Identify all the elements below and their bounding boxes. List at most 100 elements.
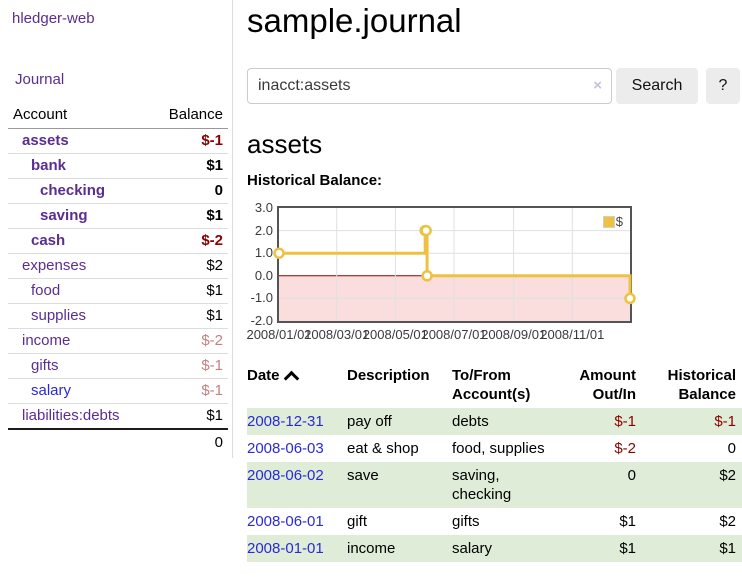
account-name-cell: income	[8, 328, 150, 354]
account-name-cell: liabilities:debts	[8, 403, 150, 429]
register-balance-cell: $2	[719, 467, 736, 484]
accounts-total-row: 0	[8, 428, 228, 455]
register-header-row: Date Description To/From Account(s) Amou…	[247, 364, 742, 408]
register-amount-cell: $1	[619, 540, 636, 557]
account-balance: $1	[149, 278, 228, 304]
account-row: food $1	[8, 278, 228, 304]
register-description-cell: gift	[347, 513, 368, 530]
register-date-cell: 2008-01-01	[247, 535, 347, 562]
register-date-cell: 2008-06-01	[247, 508, 347, 535]
account-row: cash $-2	[8, 228, 228, 254]
account-link-saving[interactable]: saving	[40, 207, 88, 224]
account-balance: $1	[149, 203, 228, 229]
register-row: 2008-06-03 eat & shop food, supplies $-2 0	[247, 435, 742, 462]
account-name-cell: expenses	[8, 253, 150, 279]
register-balance-cell: $2	[719, 513, 736, 530]
account-link-assets[interactable]: assets	[22, 132, 69, 149]
account-name-cell: saving	[8, 203, 150, 229]
register-amount-cell: $1	[619, 513, 636, 530]
sidebar-item-journal[interactable]: Journal	[15, 71, 65, 88]
register-header-description: Description	[347, 367, 430, 384]
account-link-income[interactable]: income	[22, 332, 71, 349]
account-balance: $-2	[149, 228, 228, 254]
register-date-link[interactable]: 2008-06-03	[247, 440, 324, 457]
register-accounts-cell: food, supplies	[452, 440, 545, 457]
balance-chart: $ 3.0 2.0 1.0 0.0 -1.0 -2.0 2008/01/01 2008/03…	[246, 200, 742, 348]
search-button[interactable]: Search	[616, 68, 698, 104]
account-link-cash[interactable]: cash	[31, 232, 66, 249]
x-tick-label: 2008/05/01	[362, 327, 428, 342]
register-date-link[interactable]: 2008-01-01	[247, 540, 324, 557]
account-balance: $-1	[201, 132, 223, 149]
accounts-tbody: assets $-1 bank $1 checking 0 saving $1 cash $-2 e…	[8, 129, 228, 429]
account-row: supplies $1	[8, 303, 228, 329]
x-tick-label: 2008/03/01	[304, 327, 370, 342]
register-header-date[interactable]: Date	[247, 364, 347, 408]
account-balance: $1	[149, 303, 228, 329]
accounts-table: Account Balance assets $-1 bank $1 checking 0…	[8, 103, 228, 455]
x-tick-label: 2008/09/01	[481, 327, 547, 342]
accounts-total-spacer	[8, 428, 150, 455]
account-name-cell: cash	[8, 228, 150, 254]
x-tick-label: 2008/07/01	[421, 327, 487, 342]
search-input[interactable]	[247, 68, 612, 104]
account-link-salary[interactable]: salary	[31, 382, 72, 399]
register-date-link[interactable]: 2008-06-02	[247, 467, 324, 484]
register-header-amount: Amount Out/In	[579, 367, 636, 403]
register-date-link[interactable]: 2008-06-01	[247, 513, 324, 530]
account-heading: assets	[247, 129, 323, 159]
y-tick-label: 2.0	[254, 222, 273, 238]
sidebar: hledger-web Journal Account Balance asse…	[0, 0, 233, 458]
register-date-link[interactable]: 2008-12-31	[247, 413, 324, 430]
chart-legend: $	[602, 214, 623, 229]
account-name-cell: food	[8, 278, 150, 304]
register-balance-cell: $1	[719, 540, 736, 557]
register-accounts-cell: salary	[452, 540, 493, 557]
search-bar: × Search ?	[247, 68, 742, 104]
account-link-supplies[interactable]: supplies	[31, 307, 87, 324]
register-header-date-label: Date	[247, 367, 280, 384]
accounts-header-row: Account Balance	[8, 103, 228, 129]
account-link-food[interactable]: food	[31, 282, 61, 299]
account-balance: $1	[149, 153, 228, 179]
register-date-cell: 2008-06-02	[247, 462, 347, 508]
account-name-cell: salary	[8, 378, 150, 404]
page-title: sample.journal	[247, 2, 462, 39]
account-balance: $-2	[149, 328, 228, 354]
account-row: bank $1	[8, 153, 228, 179]
clear-search-icon[interactable]: ×	[593, 77, 602, 94]
register-accounts-cell: saving, checking	[452, 467, 512, 503]
account-row: assets $-1	[8, 129, 228, 154]
brand-link[interactable]: hledger-web	[12, 10, 95, 27]
account-link-liabilities-debts[interactable]: liabilities:debts	[22, 407, 120, 424]
y-tick-label: 3.0	[254, 200, 273, 215]
account-link-bank[interactable]: bank	[31, 157, 67, 174]
account-balance: 0	[149, 178, 228, 204]
legend-label: $	[615, 214, 623, 229]
register-date-cell: 2008-12-31	[247, 408, 347, 435]
register-accounts-cell: debts	[452, 413, 489, 430]
brand: hledger-web	[8, 10, 228, 28]
account-name-cell: checking	[8, 178, 150, 204]
register-row: 2008-01-01 income salary $1 $1	[247, 535, 742, 562]
help-button[interactable]: ?	[706, 68, 740, 104]
register-description-cell: pay off	[347, 413, 392, 430]
account-link-gifts[interactable]: gifts	[31, 357, 59, 374]
account-row: salary $-1	[8, 378, 228, 404]
y-tick-label: -2.0	[250, 313, 273, 328]
register-date-cell: 2008-06-03	[247, 435, 347, 462]
register-header-balance: Historical Balance	[667, 367, 736, 403]
sidebar-nav: Journal	[8, 71, 228, 89]
register-amount-cell: 0	[627, 467, 636, 484]
x-tick-label: 2008/11/01	[540, 327, 605, 342]
account-link-expenses[interactable]: expenses	[22, 257, 87, 274]
chart-plot: $	[273, 206, 636, 323]
sort-ascending-icon	[283, 370, 299, 387]
x-tick-label: 2008/01/01	[246, 327, 312, 342]
register-table: Date Description To/From Account(s) Amou…	[247, 364, 742, 562]
account-link-checking[interactable]: checking	[40, 182, 106, 199]
account-row: income $-2	[8, 328, 228, 354]
legend-swatch-icon	[602, 215, 615, 228]
account-name-cell: assets	[8, 129, 150, 154]
register-amount-cell: $-1	[614, 413, 636, 430]
